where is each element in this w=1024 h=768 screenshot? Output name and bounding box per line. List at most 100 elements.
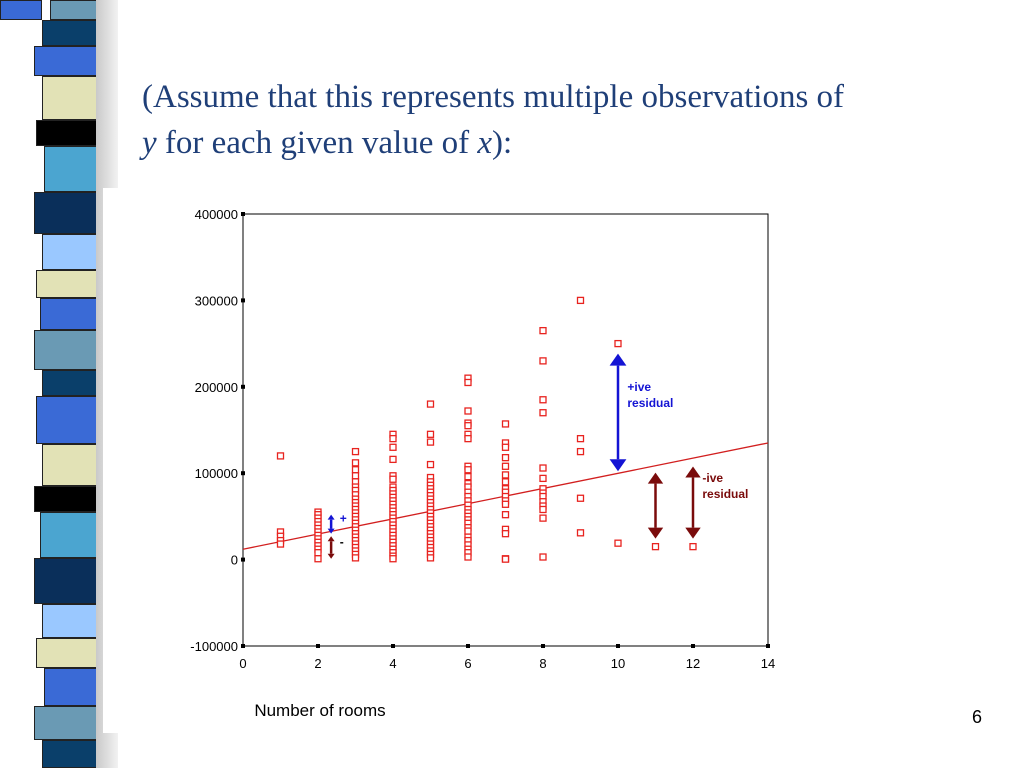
x-tick-label: 12 [686, 656, 700, 671]
slide-title: (Assume that this represents multiple ob… [142, 74, 1012, 166]
data-point [501, 555, 510, 563]
data-point [576, 434, 585, 443]
data-point [576, 447, 585, 456]
positive-residual-arrow-head-down [609, 459, 627, 472]
x-tick-label: 4 [389, 656, 396, 671]
data-point [539, 474, 547, 483]
data-point [351, 459, 360, 467]
data-point [464, 407, 472, 415]
data-point [314, 549, 322, 557]
x-tick-mark [391, 644, 395, 648]
data-point [389, 475, 397, 483]
y-tick-label: 200000 [195, 380, 238, 395]
data-point [389, 555, 397, 563]
data-point [539, 464, 547, 472]
data-point [539, 514, 547, 522]
positive-residual-arrow-head-up [609, 353, 627, 366]
x-axis-title: Number of rooms [254, 701, 385, 720]
data-point [539, 505, 547, 514]
title-line-1: (Assume that this represents multiple ob… [142, 79, 845, 115]
data-point [314, 555, 322, 563]
strip-band [42, 234, 97, 270]
page-number: 6 [972, 707, 983, 727]
x-tick-mark [691, 644, 695, 648]
x-tick-mark [541, 644, 545, 648]
negative-residual-label: -ive [702, 471, 723, 485]
x-tick-mark [766, 644, 770, 648]
y-tick-mark [241, 384, 245, 389]
strip-band [34, 192, 97, 234]
data-point [464, 434, 472, 443]
data-point [539, 553, 547, 561]
small-plus-label: + [340, 511, 347, 525]
strip-band [0, 0, 42, 20]
data-point [389, 455, 397, 464]
data-point [501, 443, 510, 451]
data-point [501, 471, 510, 479]
y-tick-label: 300000 [195, 293, 238, 308]
small-minus-label: - [340, 535, 344, 549]
title-x-variable: x [477, 125, 492, 161]
data-point [351, 447, 360, 456]
small-positive-arrow-head-up [327, 514, 335, 520]
negative-residual-label-2: residual [702, 487, 748, 501]
x-tick-label: 14 [761, 656, 775, 671]
data-point [464, 553, 472, 561]
data-point [614, 539, 622, 547]
y-tick-mark [241, 212, 245, 216]
data-point [389, 434, 397, 443]
strip-band [42, 604, 97, 638]
data-point [539, 396, 547, 404]
strip-band [36, 120, 97, 146]
data-point [464, 466, 472, 474]
data-point [689, 542, 697, 551]
y-tick-label: 400000 [195, 207, 238, 222]
y-tick-mark [241, 471, 245, 476]
title-y-variable: y [142, 125, 157, 161]
y-tick-label: -100000 [190, 639, 238, 654]
title-end-text: ): [492, 125, 513, 161]
data-point [351, 472, 360, 480]
strip-band [44, 146, 97, 192]
data-point [351, 466, 360, 474]
x-tick-mark [616, 644, 620, 648]
strip-band [42, 370, 97, 396]
negative-residual-arrow-12-head-up [685, 466, 701, 478]
y-tick-mark [241, 298, 245, 303]
strip-band [34, 486, 97, 512]
data-point [576, 494, 585, 502]
y-tick-mark [241, 557, 245, 562]
positive-residual-label-2: residual [627, 396, 673, 410]
plot-panel [103, 188, 779, 733]
small-negative-arrow-head-up [327, 536, 335, 542]
data-point [576, 529, 585, 537]
data-point [276, 452, 285, 460]
data-point [426, 400, 435, 408]
strip-band [36, 270, 97, 298]
x-tick-label: 10 [611, 656, 625, 671]
strip-band [34, 330, 97, 370]
data-point [464, 527, 472, 535]
strip-band [36, 638, 97, 668]
positive-residual-label: +ive [627, 380, 651, 394]
strip-band [42, 444, 97, 486]
data-point [539, 326, 547, 335]
data-point [501, 453, 510, 462]
data-point [614, 339, 622, 348]
data-point [464, 378, 472, 387]
x-tick-label: 8 [539, 656, 546, 671]
strip-band [40, 512, 97, 558]
data-point [501, 420, 510, 428]
y-tick-label: 0 [231, 553, 238, 568]
data-point [389, 443, 397, 451]
y-tick-label: 100000 [195, 466, 238, 481]
title-mid-text: for each given value of [156, 125, 478, 161]
data-point [501, 478, 510, 486]
small-negative-arrow-head-down [327, 553, 335, 559]
x-tick-mark [316, 644, 320, 648]
data-point [501, 511, 510, 519]
x-tick-label: 0 [239, 656, 246, 671]
x-tick-mark [241, 644, 245, 648]
data-point [464, 422, 472, 430]
negative-residual-arrow-11-head-up [647, 472, 664, 484]
